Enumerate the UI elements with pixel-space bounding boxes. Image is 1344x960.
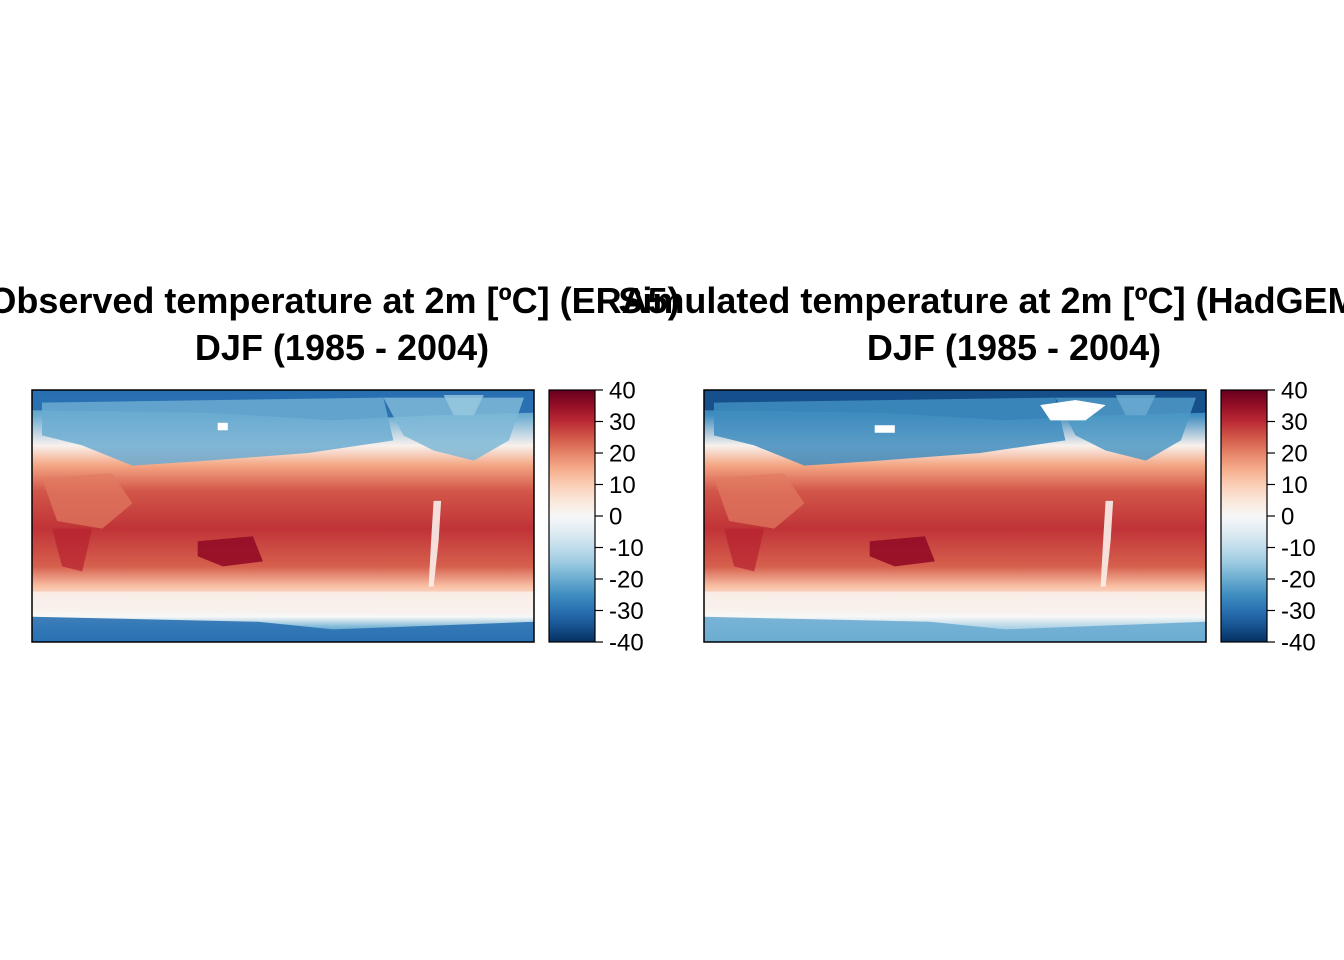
- southern-africa: [52, 528, 93, 572]
- right-panel-subtitle: DJF (1985 - 2004): [866, 327, 1162, 368]
- left-colorbar-tick-label: 0: [609, 504, 622, 531]
- left-colorbar-tick-label: 30: [609, 409, 636, 436]
- north-africa: [42, 473, 133, 529]
- missing-data-fill: [1040, 400, 1106, 421]
- southern-ocean-band: [704, 591, 1206, 615]
- left-colorbar-fill: [549, 390, 595, 642]
- left-colorbar-tick-label: 20: [609, 441, 636, 468]
- antarctica: [704, 616, 1206, 642]
- andes: [428, 500, 442, 587]
- australia: [869, 536, 935, 567]
- left-map-frame: [31, 389, 535, 643]
- southern-ocean-band: [32, 591, 534, 615]
- missing-data-small: [874, 425, 895, 433]
- right-colorbar-tick-label: -30: [1281, 598, 1316, 625]
- right-colorbar-tick-label: 40: [1281, 378, 1308, 405]
- north-africa: [714, 473, 805, 529]
- left-colorbar-tick-label: 10: [609, 472, 636, 499]
- right-colorbar-fill: [1221, 390, 1267, 642]
- right-colorbar-tick-label: -10: [1281, 535, 1316, 562]
- right-colorbar-tick-label: 20: [1281, 441, 1308, 468]
- left-colorbar-tick-label: -40: [609, 630, 644, 657]
- left-colorbar-tick-label: -20: [609, 567, 644, 594]
- north-america-cold: [383, 397, 524, 461]
- right-colorbar-tick-label: 10: [1281, 472, 1308, 499]
- left-colorbar-tick-label: -10: [609, 535, 644, 562]
- right-panel-title: Simulated temperature at 2m [ºC] (HadGEM: [618, 280, 1344, 321]
- left-colorbar: 40 30 20 10 0 -10 -20 -30 -40: [548, 378, 644, 657]
- right-colorbar-tick-label: -20: [1281, 567, 1316, 594]
- right-colorbar-tick-label: -40: [1281, 630, 1316, 657]
- right-colorbar-tick-label: 0: [1281, 504, 1294, 531]
- right-map: [704, 390, 1206, 642]
- andes: [1100, 500, 1114, 587]
- left-colorbar-tick-label: 40: [609, 378, 636, 405]
- greenland: [443, 395, 484, 416]
- missing-data-small: [217, 422, 228, 431]
- left-map: [32, 390, 534, 642]
- right-map-frame: [703, 389, 1207, 643]
- right-colorbar: 40 30 20 10 0 -10 -20 -30 -40: [1220, 378, 1316, 657]
- left-panel-title: Observed temperature at 2m [ºC] (ERA5): [0, 280, 680, 321]
- left-colorbar-tick-label: -30: [609, 598, 644, 625]
- eurasia-cold: [42, 397, 394, 466]
- greenland: [1115, 395, 1156, 416]
- southern-africa: [724, 528, 765, 572]
- left-panel-subtitle: DJF (1985 - 2004): [194, 327, 490, 368]
- antarctica: [32, 616, 534, 642]
- australia: [197, 536, 263, 567]
- right-colorbar-tick-label: 30: [1281, 409, 1308, 436]
